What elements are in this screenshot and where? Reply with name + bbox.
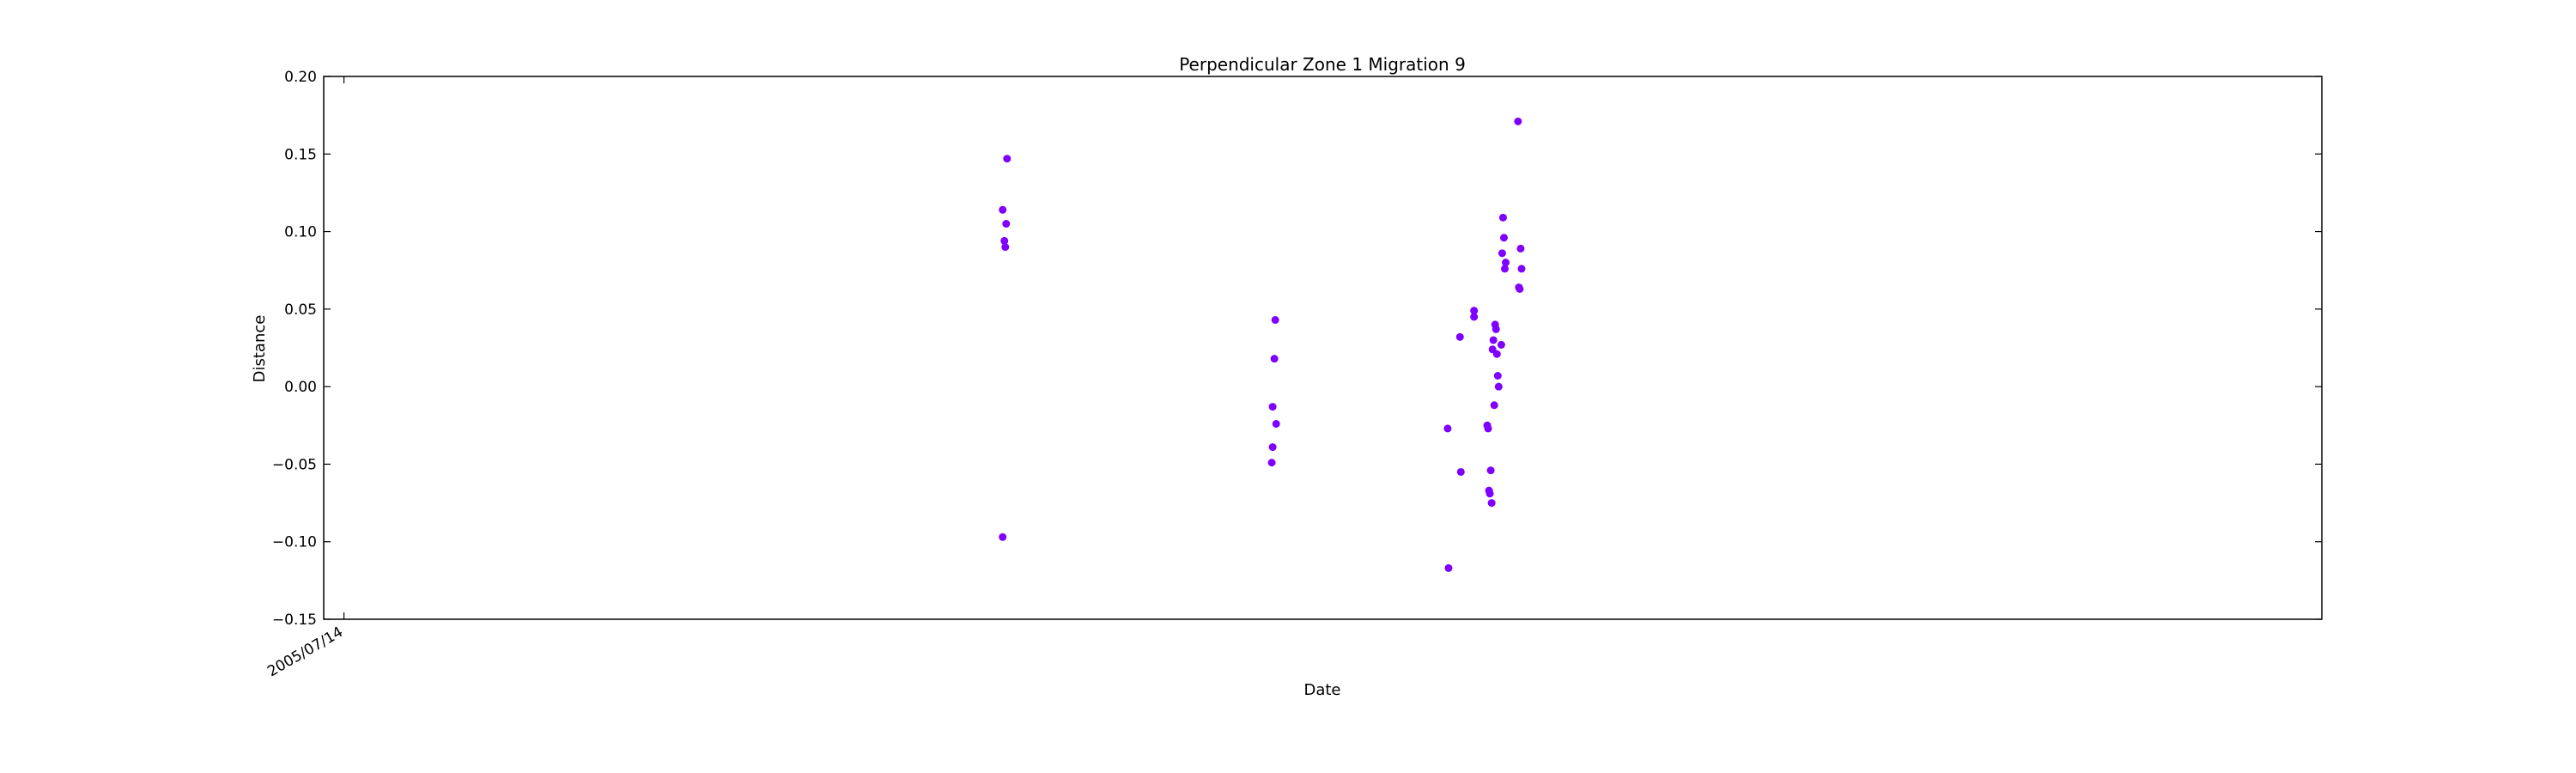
- data-point: [1002, 220, 1011, 228]
- data-point: [1486, 466, 1495, 475]
- data-point: [1489, 336, 1498, 344]
- data-point: [1498, 213, 1507, 222]
- data-point: [1270, 355, 1279, 363]
- data-point: [1485, 490, 1494, 498]
- y-tick-label: 0.05: [284, 301, 317, 319]
- axis-ticks: −0.15 −0.10 −0.05 0.00 0.05 0.10 0.15 0.20 2005/…: [264, 69, 2322, 680]
- data-point: [1516, 244, 1525, 253]
- data-point: [1516, 284, 1524, 293]
- data-point: [1517, 265, 1526, 273]
- data-point: [1499, 234, 1508, 242]
- y-tick-label: −0.15: [272, 612, 317, 629]
- data-point: [1490, 401, 1498, 410]
- x-axis-label: Date: [1303, 681, 1340, 699]
- y-tick-label: 0.10: [284, 224, 317, 241]
- data-point: [1267, 459, 1276, 467]
- y-tick-label: 0.15: [284, 146, 317, 163]
- data-point: [1272, 419, 1280, 428]
- plot-area-frame: [323, 76, 2323, 620]
- data-point: [1000, 236, 1009, 245]
- data-point: [1502, 259, 1510, 267]
- data-point: [1494, 382, 1503, 391]
- data-point: [999, 533, 1007, 541]
- data-point: [1498, 249, 1506, 258]
- data-point: [1456, 467, 1465, 476]
- y-tick-label: −0.05: [272, 456, 317, 473]
- data-point: [1493, 372, 1502, 380]
- y-tick-label: 0.20: [284, 69, 317, 86]
- data-point: [1455, 332, 1464, 341]
- data-points: [999, 117, 1526, 572]
- data-point: [1003, 155, 1012, 163]
- data-point: [1487, 499, 1496, 508]
- data-point: [1470, 313, 1479, 321]
- data-point: [1484, 424, 1492, 433]
- data-point: [1470, 307, 1479, 315]
- data-point: [1271, 315, 1279, 324]
- data-point: [1492, 325, 1500, 333]
- data-point: [999, 205, 1007, 214]
- data-point: [1444, 563, 1453, 572]
- x-tick-label: 2005/07/14: [264, 624, 346, 680]
- data-point: [1001, 243, 1010, 252]
- y-tick-label: 0.00: [284, 379, 317, 396]
- data-point: [1492, 350, 1501, 358]
- data-point: [1268, 443, 1277, 452]
- data-point: [1497, 340, 1505, 349]
- y-tick-label: −0.10: [272, 534, 317, 551]
- data-point: [1501, 265, 1510, 273]
- y-axis-label: Distance: [251, 315, 269, 383]
- data-point: [1443, 424, 1452, 433]
- data-point: [1514, 117, 1522, 125]
- data-point: [1268, 403, 1277, 411]
- chart-title: Perpendicular Zone 1 Migration 9: [1179, 54, 1466, 75]
